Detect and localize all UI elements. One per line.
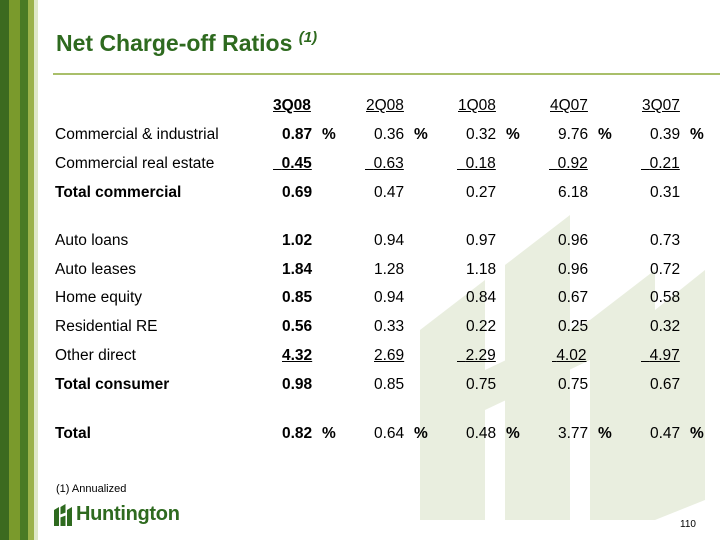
cell-value: 0.18 [465, 155, 496, 172]
table-cell: 0.73 [650, 232, 681, 249]
row-label: Total consumer [55, 376, 170, 393]
left-stripe-green [20, 0, 28, 540]
row-label: Auto loans [55, 232, 129, 249]
percent-sign: % [690, 425, 704, 442]
table-cell: 0.27 [466, 184, 497, 201]
table-cell: 1.84 [282, 261, 313, 278]
table-cell: 0.47 [374, 184, 405, 201]
table-cell: 1.02 [282, 232, 313, 249]
table-cell: 1.28 [374, 261, 405, 278]
table-cell: 4.97 [641, 347, 680, 365]
table-cell: 0.75 [466, 376, 497, 393]
table-cell: 2.69 [374, 347, 405, 364]
table-cell: 0.67 [650, 376, 681, 393]
page-title: Net Charge-off Ratios (1) [56, 29, 318, 57]
table-cell: 0.87 [282, 126, 313, 143]
percent-sign: % [322, 425, 336, 442]
table-cell: 0.39 [650, 126, 681, 143]
table-cell: 6.18 [558, 184, 589, 201]
cell-value: 0.92 [557, 155, 588, 172]
row-label: Residential RE [55, 318, 158, 335]
table-cell: 0.58 [650, 289, 681, 306]
table-cell: 0.32 [466, 126, 497, 143]
percent-sign: % [598, 126, 612, 143]
page-number: 110 [680, 519, 696, 530]
table-cell: 4.02 [552, 347, 586, 365]
table-cell: 0.63 [365, 155, 404, 173]
table-cell: 0.22 [466, 318, 497, 335]
table-cell: 9.76 [558, 126, 589, 143]
percent-sign: % [598, 425, 612, 442]
row-label: Total commercial [55, 184, 182, 201]
company-logo: Huntington [54, 503, 180, 526]
percent-sign: % [506, 425, 520, 442]
huntington-watermark-icon [420, 215, 705, 520]
table-cell: 0.64 [374, 425, 405, 442]
table-cell: 0.96 [558, 232, 589, 249]
row-label: Commercial real estate [55, 155, 215, 172]
logo-text: Huntington [76, 503, 180, 525]
table-cell: 2.29 [457, 347, 496, 365]
table-cell: 0.84 [466, 289, 497, 306]
left-stripe-dark [0, 0, 9, 540]
table-cell: 0.48 [466, 425, 497, 442]
table-cell: 0.97 [466, 232, 497, 249]
table-cell: 0.85 [282, 289, 313, 306]
cell-value: 4.02 [556, 347, 587, 364]
percent-sign: % [322, 126, 336, 143]
table-cell: 0.47 [650, 425, 681, 442]
column-header: 3Q07 [642, 97, 680, 114]
cell-value: 0.45 [281, 155, 312, 172]
cell-value: 0.21 [649, 155, 680, 172]
table-cell: 0.67 [558, 289, 589, 306]
footnote: (1) Annualized [56, 483, 127, 495]
table-cell: 0.85 [374, 376, 405, 393]
table-cell: 0.69 [282, 184, 313, 201]
table-cell: 0.32 [650, 318, 681, 335]
table-cell: 0.21 [641, 155, 680, 173]
title-divider [53, 73, 720, 75]
column-header: 2Q08 [366, 97, 404, 114]
row-label: Other direct [55, 347, 136, 364]
title-footnote-marker: (1) [298, 29, 318, 46]
column-header: 3Q08 [273, 97, 311, 114]
cell-value: 0.63 [373, 155, 404, 172]
left-stripe-light [28, 0, 34, 540]
row-label: Total [55, 425, 91, 442]
table-cell: 0.94 [374, 289, 405, 306]
table-cell: 0.72 [650, 261, 681, 278]
percent-sign: % [506, 126, 520, 143]
percent-sign: % [690, 126, 704, 143]
table-cell: 3.77 [558, 425, 589, 442]
table-cell: 0.94 [374, 232, 405, 249]
row-label: Auto leases [55, 261, 136, 278]
column-header: 4Q07 [550, 97, 588, 114]
table-cell: 0.18 [457, 155, 496, 173]
percent-sign: % [414, 425, 428, 442]
cell-value: 4.97 [649, 347, 680, 364]
row-label: Commercial & industrial [55, 126, 219, 143]
huntington-logo-icon [54, 503, 72, 526]
table-cell: 0.98 [282, 376, 313, 393]
table-cell: 0.75 [558, 376, 589, 393]
row-label: Home equity [55, 289, 143, 306]
table-cell: 0.31 [650, 184, 681, 201]
table-cell: 0.33 [374, 318, 405, 335]
percent-sign: % [414, 126, 428, 143]
table-cell: 0.36 [374, 126, 405, 143]
table-cell: 1.18 [466, 261, 497, 278]
table-cell: 0.56 [282, 318, 313, 335]
table-cell: 0.96 [558, 261, 589, 278]
table-cell: 0.25 [558, 318, 589, 335]
cell-value: 2.29 [465, 347, 496, 364]
table-cell: 0.45 [273, 155, 312, 173]
title-text: Net Charge-off Ratios [56, 30, 293, 56]
left-stripe-mid [9, 0, 20, 540]
table-cell: 4.32 [282, 347, 313, 364]
table-cell: 0.92 [549, 155, 588, 173]
column-header: 1Q08 [458, 97, 496, 114]
table-cell: 0.82 [282, 425, 313, 442]
left-stripe-pale [34, 0, 38, 540]
